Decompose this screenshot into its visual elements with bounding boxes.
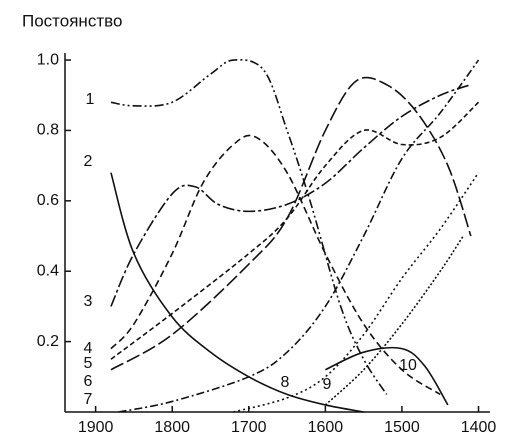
y-tick-label: 0.2	[37, 333, 59, 350]
series-line	[110, 101, 480, 360]
series-line	[118, 59, 480, 413]
series-label: 6	[84, 373, 93, 390]
x-tick-label: 1500	[384, 419, 420, 436]
series-label: 2	[84, 153, 93, 170]
series-label: 9	[323, 376, 332, 393]
x-tick-label: 1800	[154, 419, 190, 436]
series-label: 10	[399, 357, 417, 374]
series-line	[110, 76, 472, 371]
series-label: 4	[84, 340, 93, 357]
y-tick-label: 0.4	[37, 262, 59, 279]
series-label: 5	[84, 355, 93, 372]
x-tick-label: 1900	[78, 419, 114, 436]
series-line	[110, 134, 441, 396]
series-label: 8	[281, 374, 290, 391]
series-label: 3	[84, 293, 93, 310]
series-line	[110, 83, 472, 307]
y-tick-label: 1.0	[37, 51, 59, 68]
series-line	[325, 346, 449, 406]
x-tick-label: 1700	[231, 419, 267, 436]
series-line	[110, 58, 388, 395]
series-label: 1	[86, 91, 95, 108]
y-tick-label: 0.8	[37, 122, 59, 139]
x-tick-label: 1600	[308, 419, 344, 436]
x-tick-label: 1400	[461, 419, 497, 436]
y-tick-label: 0.6	[37, 192, 59, 209]
series-line	[324, 235, 464, 406]
series-label: 7	[84, 391, 93, 408]
series-line	[233, 172, 480, 413]
chart-title: Постоянство	[22, 11, 122, 30]
